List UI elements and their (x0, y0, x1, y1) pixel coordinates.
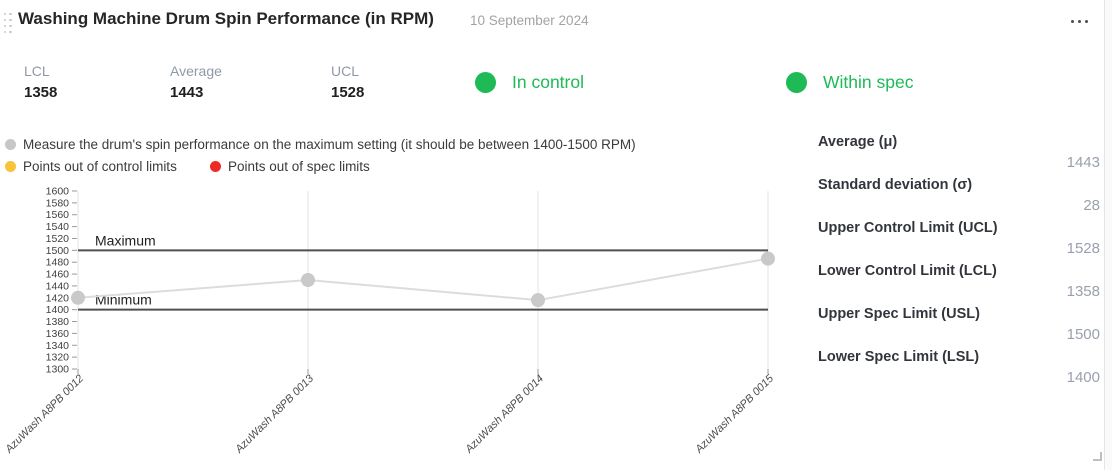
x-category-label: AzuWash A8PB 0012 (3, 373, 87, 457)
status-within-spec: Within spec (786, 72, 913, 93)
x-category-label: AzuWash A8PB 0013 (233, 372, 317, 456)
panel-label: Standard deviation (σ) (818, 177, 973, 193)
spec-limit-label: Maximum (95, 232, 156, 248)
series-line (77, 257, 769, 302)
status-label: In control (512, 72, 584, 92)
stat-value: 1358 (24, 84, 58, 101)
legend-item-series: Measure the drum's spin performance on t… (5, 137, 636, 152)
y-tick-label: 1380 (46, 316, 70, 328)
y-tick-label: 1600 (46, 186, 70, 198)
panel-row-lcl: Lower Control Limit (LCL) 1358 (818, 261, 1100, 302)
legend-label: Measure the drum's spin performance on t… (23, 137, 636, 152)
data-point[interactable] (71, 290, 85, 305)
legend-item-out-of-spec: Points out of spec limits (210, 159, 370, 174)
stat-ucl: UCL 1528 (331, 63, 364, 101)
stat-label: LCL (24, 63, 50, 79)
y-tick-label: 1440 (46, 280, 70, 292)
card-right-edge (1104, 0, 1112, 470)
panel-value: 1358 (1066, 283, 1100, 300)
y-tick-label: 1480 (46, 257, 70, 269)
details-panel: Average (μ) 1443 Standard deviation (σ) … (818, 132, 1100, 390)
panel-row-ucl: Upper Control Limit (UCL) 1528 (818, 218, 1100, 259)
y-tick-label: 1460 (46, 269, 70, 281)
panel-label: Average (μ) (818, 134, 898, 150)
panel-row-usl: Upper Spec Limit (USL) 1500 (818, 304, 1100, 345)
status-dot-icon (786, 72, 807, 93)
panel-row-average: Average (μ) 1443 (818, 132, 1100, 173)
out-of-spec-dot-icon (210, 161, 221, 172)
x-category-label: AzuWash A8PB 0014 (463, 373, 547, 457)
status-in-control: In control (475, 72, 584, 93)
panel-row-stddev: Standard deviation (σ) 28 (818, 175, 1100, 216)
data-point[interactable] (761, 251, 775, 266)
status-label: Within spec (823, 72, 914, 92)
y-tick-label: 1300 (46, 364, 70, 376)
stat-lcl: LCL 1358 (24, 63, 57, 101)
x-category-label: AzuWash A8PB 0015 (693, 372, 777, 456)
y-tick-label: 1540 (46, 221, 70, 233)
status-dot-icon (475, 72, 496, 93)
panel-value: 28 (1083, 197, 1100, 214)
drag-handle-icon[interactable] (2, 11, 13, 35)
panel-value: 1400 (1066, 369, 1100, 386)
data-point[interactable] (531, 293, 545, 308)
panel-label: Upper Control Limit (UCL) (818, 220, 998, 236)
y-tick-label: 1520 (46, 233, 70, 245)
data-point[interactable] (301, 273, 315, 287)
panel-row-lsl: Lower Spec Limit (LSL) 1400 (818, 347, 1100, 388)
legend-item-out-of-control: Points out of control limits (5, 159, 177, 174)
out-of-control-dot-icon (5, 161, 16, 172)
series-dot-icon (5, 139, 16, 150)
page-title: Washing Machine Drum Spin Performance (i… (18, 9, 434, 28)
y-tick-label: 1560 (46, 209, 70, 221)
y-tick-label: 1500 (46, 245, 70, 257)
y-tick-label: 1320 (46, 352, 70, 364)
legend-label: Points out of control limits (23, 159, 177, 174)
panel-value: 1500 (1066, 326, 1100, 343)
panel-label: Upper Spec Limit (USL) (818, 306, 980, 322)
control-chart: 1600 1580 1560 1540 1520 1500 1480 1460 1440 1420… (0, 185, 790, 470)
stat-value: 1443 (170, 84, 204, 101)
y-tick-label: 1400 (46, 304, 70, 316)
stat-label: UCL (331, 63, 360, 79)
y-tick-label: 1580 (46, 197, 70, 209)
panel-value: 1443 (1066, 154, 1100, 171)
y-tick-label: 1360 (46, 328, 70, 340)
y-tick-label: 1340 (46, 340, 70, 352)
ellipsis-menu-icon[interactable] (1071, 14, 1095, 28)
stat-average: Average 1443 (170, 63, 222, 101)
stat-value: 1528 (331, 84, 365, 101)
panel-value: 1528 (1066, 240, 1100, 257)
legend-label: Points out of spec limits (228, 159, 370, 174)
stat-label: Average (170, 63, 222, 79)
panel-label: Lower Spec Limit (LSL) (818, 349, 980, 365)
control-chart-canvas[interactable]: 1600158015601540152015001480146014401420… (0, 185, 790, 470)
y-tick-label: 1420 (46, 292, 70, 304)
panel-label: Lower Control Limit (LCL) (818, 263, 997, 279)
resize-handle-icon[interactable] (1093, 452, 1102, 461)
report-date: 10 September 2024 (470, 13, 589, 28)
